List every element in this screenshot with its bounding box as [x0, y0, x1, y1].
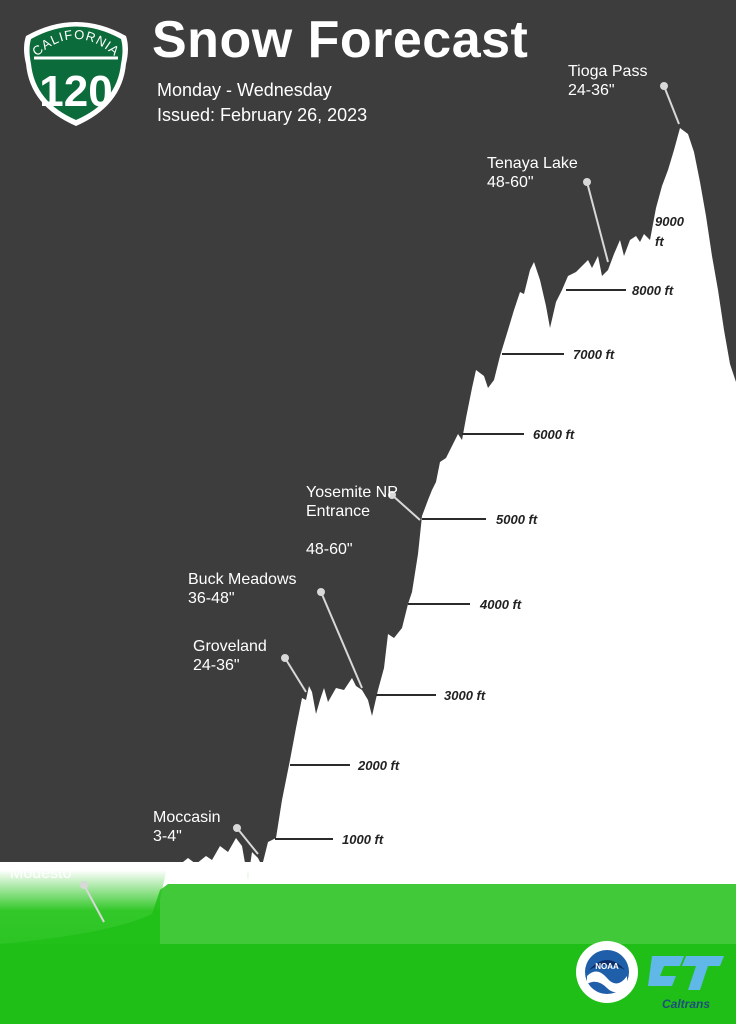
noaa-logo-text: NOAA: [595, 962, 619, 971]
elevation-label-3000: 3000 ft: [444, 688, 486, 703]
elevation-line-7000: [502, 353, 564, 355]
caltrans-logo-icon: Caltrans: [648, 956, 724, 1011]
location-forecast: 3-4": [153, 828, 182, 845]
noaa-logo-icon: NOAA: [576, 941, 638, 1003]
elevation-line-1000: [275, 838, 333, 840]
elevation-line-5000: [422, 518, 486, 520]
elevation-line-2000: [290, 764, 350, 766]
location-tenaya-lake: Tenaya Lake 48-60": [487, 154, 578, 192]
elevation-label-5000: 5000 ft: [496, 512, 538, 527]
location-name: Tioga Pass: [568, 63, 648, 80]
elevation-label-7000: 7000 ft: [573, 347, 615, 362]
elevation-label-6000: 6000 ft: [533, 427, 575, 442]
location-forecast: 36-48": [188, 590, 235, 607]
location-name: Yosemite NP Entrance: [306, 484, 398, 520]
page-title: Snow Forecast: [152, 11, 529, 69]
elevation-label-8000: 8000 ft: [632, 283, 674, 298]
shield-route-number: 120: [39, 67, 112, 116]
location-name: Tenaya Lake: [487, 155, 578, 172]
forecast-period: Monday - Wednesday: [157, 80, 332, 100]
caltrans-logo-text: Caltrans: [662, 997, 710, 1011]
location-forecast: 48-60": [306, 541, 353, 558]
elevation-label-1000: 1000 ft: [342, 832, 384, 847]
location-name: Groveland: [193, 638, 267, 655]
elevation-line-4000: [408, 603, 470, 605]
elevation-line-3000: [376, 694, 436, 696]
location-name: Moccasin: [153, 809, 221, 826]
location-name: Buck Meadows: [188, 571, 297, 588]
location-groveland: Groveland 24-36": [193, 637, 267, 675]
location-modesto: Modesto: [10, 864, 71, 883]
issued-date: Issued: February 26, 2023: [157, 105, 368, 125]
location-buck-meadows: Buck Meadows 36-48": [188, 570, 297, 608]
location-forecast: 48-60": [487, 174, 534, 191]
elevation-line-6000: [462, 433, 524, 435]
elevation-label-2000: 2000 ft: [358, 758, 400, 773]
elevation-line-8000: [566, 289, 626, 291]
location-yosemite-entrance: Yosemite NP Entrance 48-60": [306, 464, 398, 578]
elevation-label-9000: 9000 ft: [655, 214, 684, 249]
elevation-label-4000: 4000 ft: [480, 597, 522, 612]
location-name: Modesto: [10, 865, 72, 882]
route-120-shield-icon: CALIFORNIA 120: [24, 22, 128, 126]
location-forecast: 24-36": [568, 82, 615, 99]
mountain-silhouette: [160, 128, 736, 1024]
location-forecast: 24-36": [193, 657, 240, 674]
location-tioga-pass: Tioga Pass 24-36": [568, 62, 647, 100]
location-moccasin: Moccasin 3-4": [153, 808, 221, 846]
